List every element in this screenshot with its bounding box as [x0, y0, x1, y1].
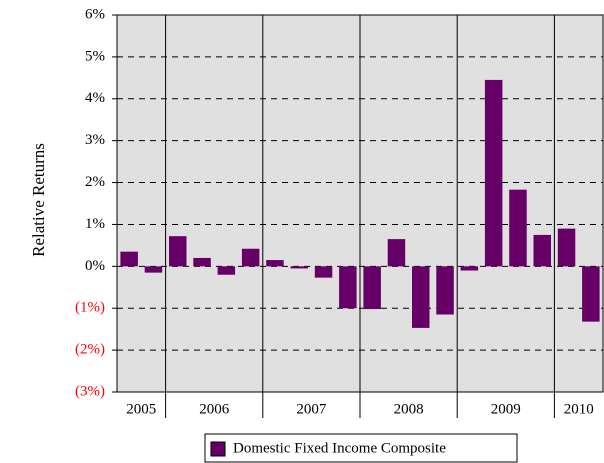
plot-border — [116, 14, 604, 393]
bar — [582, 266, 600, 322]
bar — [120, 251, 138, 267]
bar — [193, 257, 211, 267]
bar — [241, 248, 260, 267]
bar — [169, 236, 187, 267]
x-tick-label: 2005 — [126, 401, 156, 417]
y-tick-label: 5% — [85, 48, 105, 64]
bar — [217, 266, 236, 275]
legend-label: Domestic Fixed Income Composite — [233, 440, 446, 456]
bar — [339, 266, 357, 309]
bar — [484, 79, 503, 267]
bar — [290, 266, 308, 269]
y-tick-label: 6% — [85, 6, 105, 22]
y-tick-label: (2%) — [75, 342, 105, 358]
bar — [460, 266, 479, 271]
legend-swatch — [210, 441, 226, 457]
y-tick-label: 0% — [85, 258, 105, 274]
bar — [363, 266, 381, 310]
bar — [144, 266, 163, 273]
bar — [387, 239, 406, 267]
y-tick-label: 2% — [85, 174, 105, 190]
bar — [436, 266, 454, 315]
bar — [533, 234, 551, 267]
y-tick-label: 4% — [85, 90, 105, 106]
legend-box — [204, 433, 518, 463]
bar — [557, 228, 576, 267]
y-tick-label: (3%) — [75, 383, 105, 399]
x-tick-label: 2007 — [296, 401, 327, 417]
x-tick-label: 2006 — [199, 401, 230, 417]
bar — [266, 260, 284, 267]
y-tick-label: 3% — [85, 132, 105, 148]
bar — [314, 266, 333, 278]
x-tick-label: 2008 — [394, 401, 424, 417]
x-tick-label: 2009 — [491, 401, 521, 417]
y-axis-label: Relative Returns — [29, 143, 48, 257]
bar — [509, 189, 527, 267]
x-tick-label: 2010 — [564, 401, 594, 417]
y-tick-label: (1%) — [75, 300, 105, 316]
y-tick-label: 1% — [85, 216, 105, 232]
bar — [412, 266, 430, 328]
